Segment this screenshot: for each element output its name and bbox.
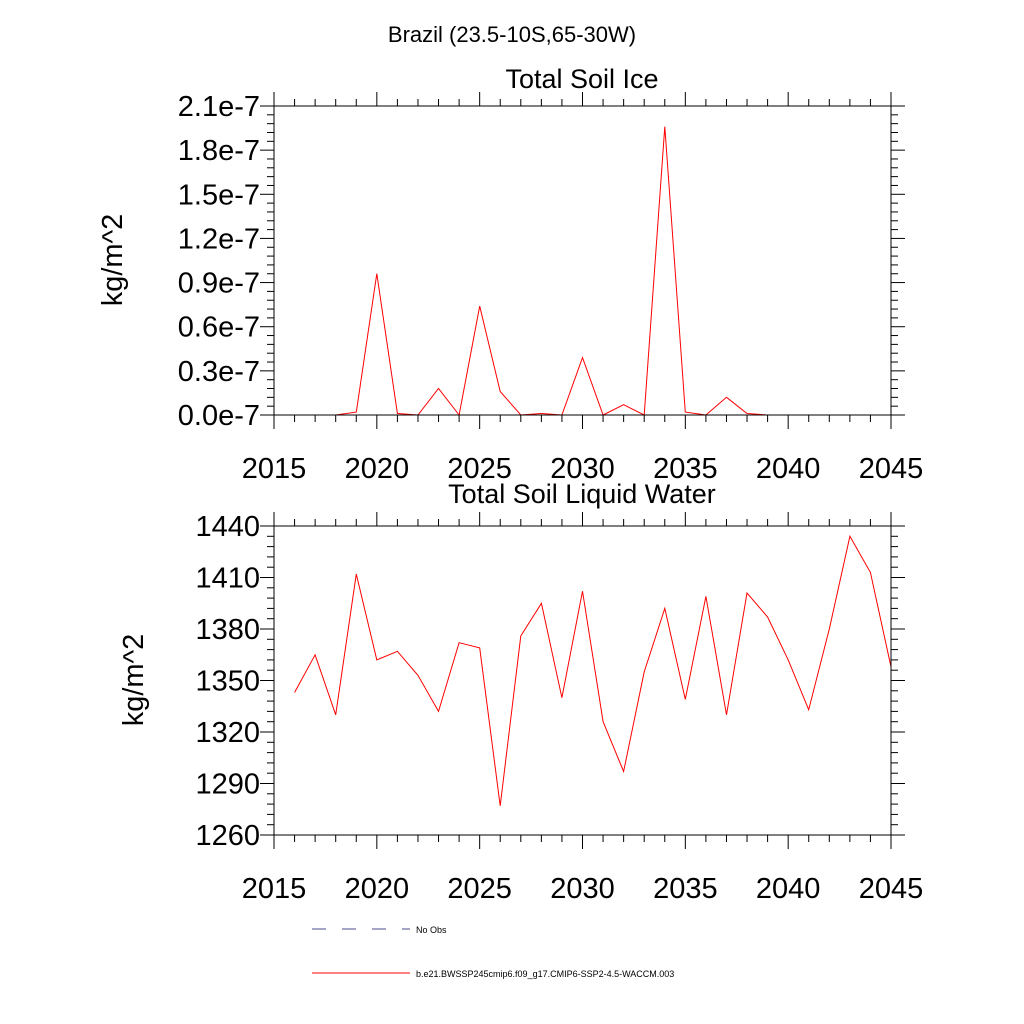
series-line	[294, 126, 891, 417]
y-tick-label: 1260	[195, 820, 260, 852]
x-tick-labels: 2015 2020 2025 2030 2035 2040 2045	[242, 873, 924, 905]
x-tick-label: 2040	[756, 873, 821, 905]
y-tick-label: 1380	[195, 614, 260, 646]
x-tick-label: 2025	[447, 873, 512, 905]
y-tick-label: 1350	[195, 666, 260, 698]
y-tick-label: 1410	[195, 563, 260, 595]
x-tick-label: 2020	[345, 453, 410, 485]
series-layer	[294, 534, 892, 806]
y-tick-label: 1320	[195, 717, 260, 749]
plot-frame	[273, 105, 892, 416]
y-tick-label: 0.9e-7	[178, 268, 260, 300]
x-tick-label: 2045	[859, 453, 924, 485]
legend-label-model-run: b.e21.BWSSP245cmip6.f09_g17.CMIP6-SSP2-4…	[416, 969, 674, 979]
x-tick-label: 2015	[242, 453, 307, 485]
y-axis-label: kg/m^2	[118, 634, 150, 727]
legend-label-no-obs: No Obs	[416, 925, 447, 935]
x-tick-label: 2025	[447, 453, 512, 485]
tick-layer	[260, 512, 905, 849]
x-tick-label: 2040	[756, 453, 821, 485]
x-tick-label: 2030	[550, 453, 615, 485]
panel-total-soil-ice: Total Soil Ice kg/m^2 2015 2020 2025 2030 20…	[97, 64, 923, 485]
panel-title: Total Soil Liquid Water	[448, 479, 716, 509]
x-tick-label: 2030	[550, 873, 615, 905]
x-tick-labels: 2015 2020 2025 2030 2035 2040 2045	[242, 453, 924, 485]
y-axis-label: kg/m^2	[97, 214, 129, 307]
panel-total-soil-liquid-water: Total Soil Liquid Water kg/m^2 2015 2020 2…	[118, 479, 923, 905]
series-line	[294, 534, 892, 806]
y-tick-label: 0.0e-7	[178, 400, 260, 432]
series-layer	[294, 126, 891, 417]
figure-title: Brazil (23.5-10S,65-30W)	[388, 22, 636, 47]
y-tick-labels: 1260 1290 1320 1350 1380 1410 1440	[195, 511, 260, 852]
x-tick-label: 2020	[345, 873, 410, 905]
y-tick-label: 1290	[195, 769, 260, 801]
plot-frame	[273, 525, 892, 836]
y-tick-label: 2.1e-7	[178, 91, 260, 123]
y-tick-label: 0.3e-7	[178, 356, 260, 388]
x-tick-label: 2015	[242, 873, 307, 905]
tick-layer	[260, 92, 905, 429]
legend: No Obs b.e21.BWSSP245cmip6.f09_g17.CMIP6…	[312, 925, 674, 979]
y-tick-label: 1.5e-7	[178, 179, 260, 211]
x-tick-label: 2045	[859, 873, 924, 905]
y-tick-label: 0.6e-7	[178, 312, 260, 344]
y-tick-label: 1440	[195, 511, 260, 543]
x-tick-label: 2035	[653, 873, 718, 905]
y-tick-labels: 0.0e-7 0.3e-7 0.6e-7 0.9e-7 1.2e-7 1.5e-7 1.8e…	[178, 91, 260, 432]
y-tick-label: 1.8e-7	[178, 135, 260, 167]
panel-title: Total Soil Ice	[505, 64, 658, 94]
x-tick-label: 2035	[653, 453, 718, 485]
y-tick-label: 1.2e-7	[178, 223, 260, 255]
